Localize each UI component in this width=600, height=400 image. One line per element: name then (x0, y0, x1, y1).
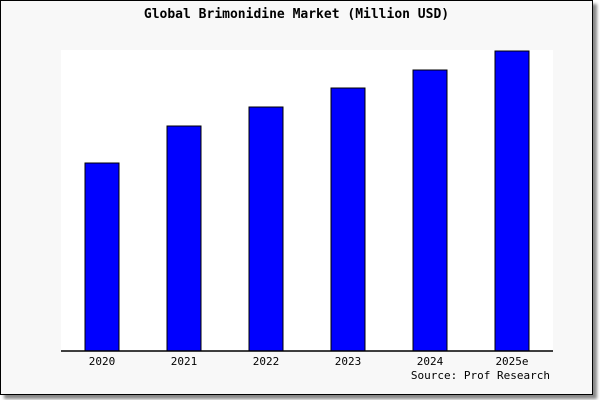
x-tick-label: 2022 (253, 355, 280, 368)
plot-area (61, 50, 553, 351)
bar-2024 (412, 69, 448, 352)
bar-2025e (494, 50, 530, 352)
x-tick-label: 2023 (335, 355, 362, 368)
chart-frame: Global Brimonidine Market (Million USD) … (0, 0, 593, 395)
x-tick-label: 2021 (171, 355, 198, 368)
bar-2023 (330, 87, 366, 352)
source-note: Source: Prof Research (410, 369, 550, 382)
bar-chart: 2020 2021 2022 2023 2024 2025e (61, 50, 553, 368)
x-tick-label: 2020 (89, 355, 116, 368)
x-tick-label: 2024 (417, 355, 444, 368)
bar-2020 (84, 162, 120, 352)
bar-2021 (166, 125, 202, 352)
bar-2022 (248, 106, 284, 352)
chart-title: Global Brimonidine Market (Million USD) (143, 7, 450, 22)
x-tick-label: 2025e (495, 355, 528, 368)
